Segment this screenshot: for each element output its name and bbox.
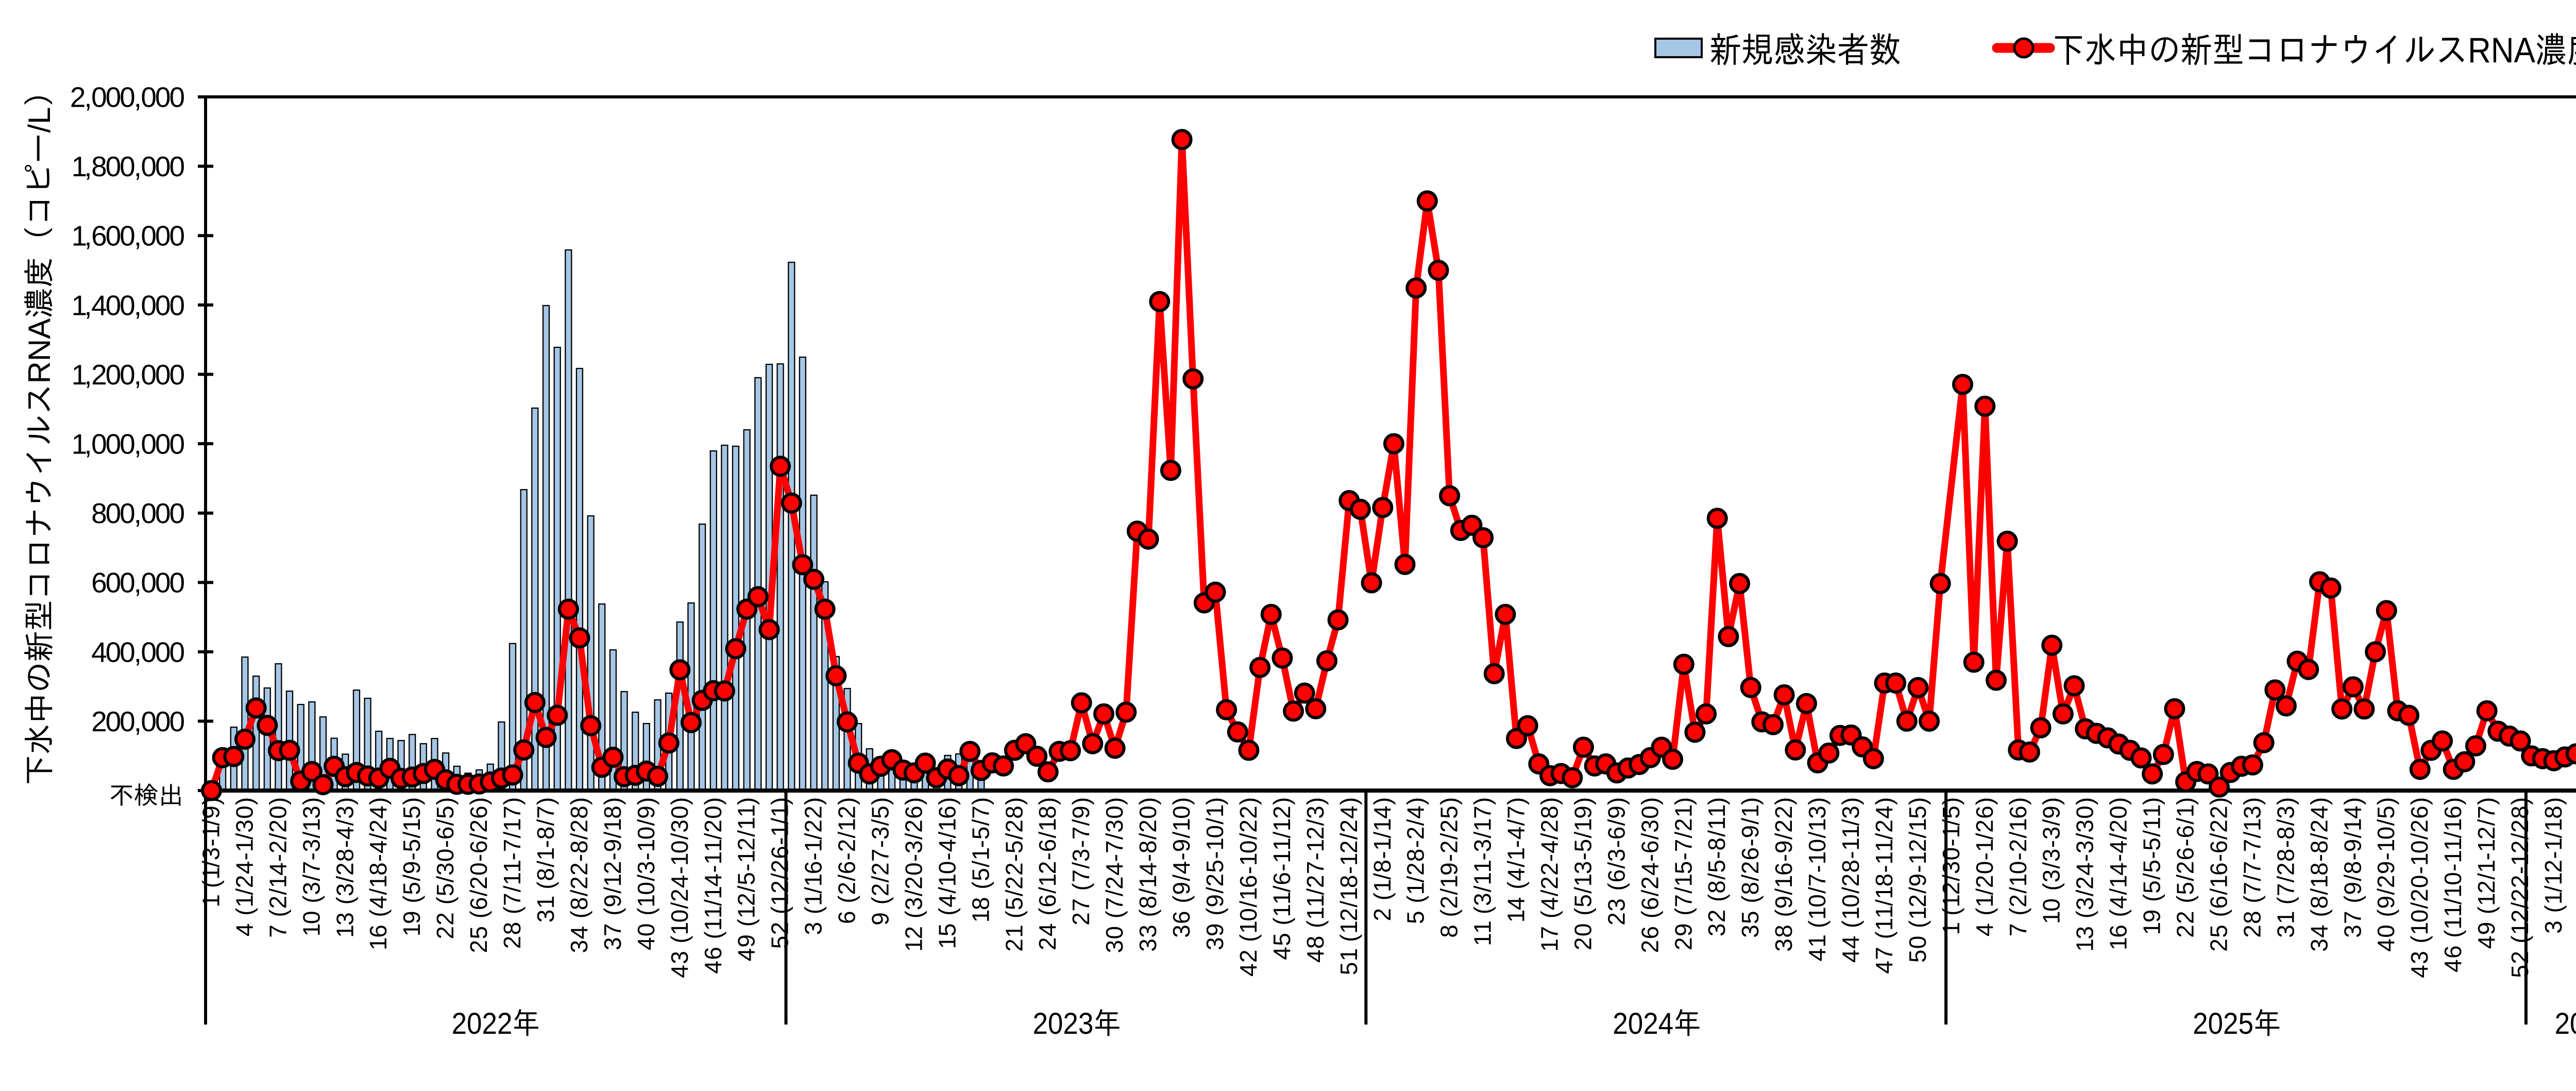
svg-text:22 (5/26-6/1): 22 (5/26-6/1) (2172, 797, 2199, 938)
svg-text:3 (1/16-1/22): 3 (1/16-1/22) (800, 797, 827, 935)
svg-text:41 (10/7-10/13): 41 (10/7-10/13) (1804, 797, 1831, 962)
svg-text:3 (1/12-1/18): 3 (1/12-1/18) (2540, 797, 2567, 934)
svg-text:49 (12/1-12/7): 49 (12/1-12/7) (2473, 797, 2500, 949)
svg-text:34 (8/18-8/24): 34 (8/18-8/24) (2306, 797, 2332, 952)
svg-text:8 (2/19-2/25): 8 (2/19-2/25) (1436, 797, 1463, 938)
svg-text:RNA: RNA (22, 318, 57, 384)
svg-text:52 (12/22-12/28): 52 (12/22-12/28) (2506, 797, 2533, 978)
svg-text:29 (7/15-7/21): 29 (7/15-7/21) (1670, 797, 1697, 950)
svg-text:1,600,000: 1,600,000 (72, 220, 185, 252)
svg-text:40 (10/3-10/9): 40 (10/3-10/9) (633, 797, 659, 950)
svg-text:46 (11/10-11/16): 46 (11/10-11/16) (2439, 797, 2466, 972)
svg-text:16 (4/18-4/24): 16 (4/18-4/24) (365, 797, 392, 950)
svg-text:1,200,000: 1,200,000 (72, 359, 185, 391)
svg-text:/L: /L (22, 107, 57, 133)
svg-text:10 (3/7-3/13): 10 (3/7-3/13) (298, 797, 325, 936)
svg-text:5 (1/28-2/4): 5 (1/28-2/4) (1402, 797, 1429, 924)
svg-text:7 (2/10-2/16): 7 (2/10-2/16) (2005, 797, 2031, 936)
svg-text:33 (8/14-8/20): 33 (8/14-8/20) (1134, 797, 1161, 952)
svg-text:1 (12/30-1/5): 1 (12/30-1/5) (1938, 797, 1964, 935)
svg-text:2026: 2026 (2555, 1007, 2576, 1040)
svg-text:14 (4/1-4/7): 14 (4/1-4/7) (1503, 797, 1530, 923)
svg-text:31 (7/28-8/3): 31 (7/28-8/3) (2272, 797, 2299, 938)
svg-text:19 (5/5-5/11): 19 (5/5-5/11) (2139, 797, 2165, 935)
svg-text:19 (5/9-5/15): 19 (5/9-5/15) (398, 797, 425, 936)
svg-text:30 (7/24-7/30): 30 (7/24-7/30) (1101, 797, 1128, 953)
svg-text:13 (3/28-4/3): 13 (3/28-4/3) (331, 797, 358, 938)
svg-text:31 (8/1-8/7): 31 (8/1-8/7) (532, 797, 559, 923)
svg-text:1,000,000: 1,000,000 (72, 428, 185, 460)
svg-text:1,800,000: 1,800,000 (72, 150, 185, 182)
svg-text:2,000,000: 2,000,000 (70, 81, 185, 113)
svg-text:2024: 2024 (1613, 1007, 1673, 1040)
svg-text:2 (1/8-1/14): 2 (1/8-1/14) (1369, 797, 1396, 921)
svg-text:18 (5/1-5/7): 18 (5/1-5/7) (967, 797, 994, 923)
svg-text:600,000: 600,000 (91, 567, 185, 599)
svg-text:21 (5/22-5/28): 21 (5/22-5/28) (1001, 797, 1027, 952)
svg-text:6 (2/6-2/12): 6 (2/6-2/12) (834, 797, 860, 924)
svg-text:22 (5/30-6/5): 22 (5/30-6/5) (432, 797, 459, 939)
svg-text:50 (12/9-12/15): 50 (12/9-12/15) (1904, 797, 1931, 963)
svg-text:27 (7/3-7/9): 27 (7/3-7/9) (1067, 797, 1094, 926)
svg-text:37 (9/8-9/14): 37 (9/8-9/14) (2339, 797, 2366, 938)
svg-text:11 (3/11-3/17): 11 (3/11-3/17) (1469, 797, 1496, 946)
svg-text:13 (3/24-3/30): 13 (3/24-3/30) (2072, 797, 2098, 952)
svg-text:48 (11/27-12/3): 48 (11/27-12/3) (1302, 797, 1329, 963)
svg-text:12 (3/20-3/26): 12 (3/20-3/26) (900, 797, 927, 952)
svg-text:52 (12/26-1/1): 52 (12/26-1/1) (767, 797, 793, 949)
svg-text:42 (10/16-10/22): 42 (10/16-10/22) (1235, 797, 1262, 977)
svg-text:200,000: 200,000 (91, 706, 185, 737)
svg-text:2023: 2023 (1032, 1007, 1093, 1040)
svg-text:24 (6/12-6/18): 24 (6/12-6/18) (1034, 797, 1061, 950)
svg-text:45 (11/6-11/12): 45 (11/6-11/12) (1268, 797, 1295, 960)
svg-text:51 (12/18-12/24): 51 (12/18-12/24) (1335, 797, 1362, 976)
svg-text:25 (6/16-6/22): 25 (6/16-6/22) (2206, 797, 2232, 952)
svg-text:2025: 2025 (2193, 1007, 2253, 1040)
svg-text:35 (8/26-9/1): 35 (8/26-9/1) (1737, 797, 1764, 938)
svg-text:1 (1/3-1/9): 1 (1/3-1/9) (198, 797, 225, 908)
svg-text:43 (10/24-10/30): 43 (10/24-10/30) (666, 797, 693, 978)
svg-text:39 (9/25-10/1): 39 (9/25-10/1) (1201, 797, 1228, 950)
svg-text:15 (4/10-4/16): 15 (4/10-4/16) (934, 797, 960, 949)
svg-text:28 (7/11-7/17): 28 (7/11-7/17) (499, 797, 526, 949)
svg-text:10 (3/3-3/9): 10 (3/3-3/9) (2038, 797, 2065, 924)
svg-text:400,000: 400,000 (91, 636, 185, 668)
svg-text:26 (6/24-6/30): 26 (6/24-6/30) (1636, 797, 1663, 953)
svg-text:36 (9/4-9/10): 36 (9/4-9/10) (1168, 797, 1195, 938)
svg-text:7 (2/14-2/20): 7 (2/14-2/20) (264, 797, 291, 938)
svg-text:4 (1/24-1/30): 4 (1/24-1/30) (231, 797, 258, 936)
svg-text:1,400,000: 1,400,000 (72, 289, 185, 321)
svg-text:23 (6/3-6/9): 23 (6/3-6/9) (1603, 797, 1630, 926)
svg-text:17 (4/22-4/28): 17 (4/22-4/28) (1536, 797, 1563, 952)
svg-text:34 (8/22-8/28): 34 (8/22-8/28) (566, 797, 592, 953)
svg-text:16 (4/14-4/20): 16 (4/14-4/20) (2105, 797, 2132, 950)
svg-text:43 (10/20-10/26): 43 (10/20-10/26) (2406, 797, 2433, 978)
svg-text:38 (9/16-9/22): 38 (9/16-9/22) (1770, 797, 1797, 952)
svg-text:20 (5/13-5/19): 20 (5/13-5/19) (1569, 797, 1596, 950)
svg-text:6 (2/2-2/8): 6 (2/2-2/8) (2573, 797, 2576, 912)
svg-text:RNA: RNA (2468, 30, 2535, 70)
svg-text:28 (7/7-7/13): 28 (7/7-7/13) (2239, 797, 2265, 938)
svg-text:4 (1/20-1/26): 4 (1/20-1/26) (1971, 797, 1998, 936)
svg-text:9 (2/27-3/5): 9 (2/27-3/5) (867, 797, 894, 926)
svg-text:47 (11/18-11/24): 47 (11/18-11/24) (1871, 797, 1897, 974)
svg-text:46 (11/14-11/20): 46 (11/14-11/20) (700, 797, 726, 974)
svg-text:2022: 2022 (452, 1007, 513, 1040)
svg-text:32 (8/5-8/11): 32 (8/5-8/11) (1703, 797, 1730, 936)
svg-text:25 (6/20-6/26): 25 (6/20-6/26) (465, 797, 492, 953)
svg-text:800,000: 800,000 (91, 497, 185, 529)
svg-text:37 (9/12-9/18): 37 (9/12-9/18) (599, 797, 626, 950)
svg-text:44 (10/28-11/3): 44 (10/28-11/3) (1837, 797, 1864, 963)
svg-text:40 (9/29-10/5): 40 (9/29-10/5) (2372, 797, 2399, 952)
svg-text:49 (12/5-12/11): 49 (12/5-12/11) (733, 797, 760, 962)
